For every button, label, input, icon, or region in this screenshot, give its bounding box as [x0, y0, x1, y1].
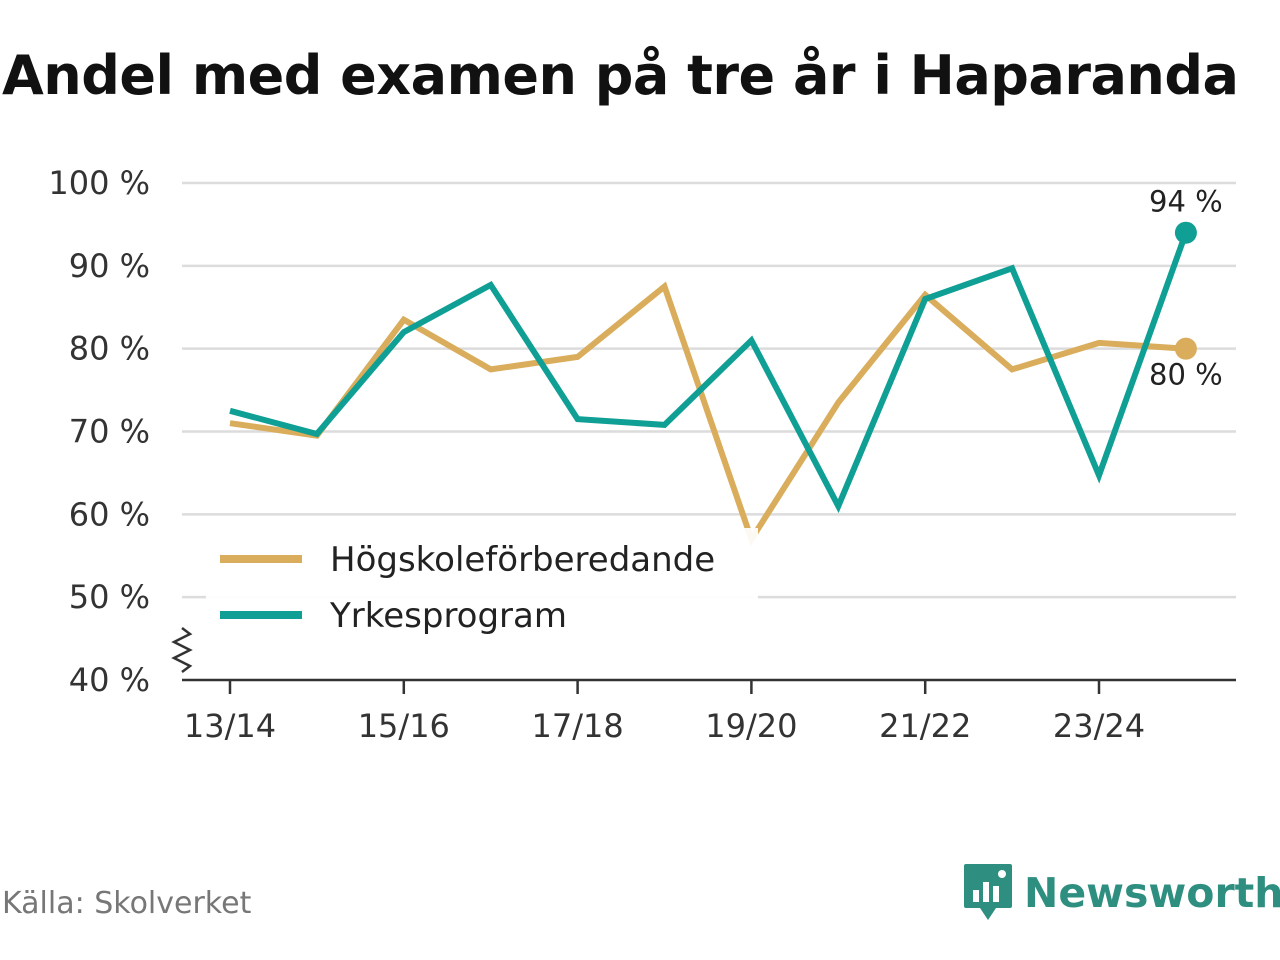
x-tick-label: 13/14 [184, 707, 276, 745]
brand-name: Newsworthy [1024, 869, 1280, 917]
axes: 40 % 50 % 60 % 70 % 80 % 90 % 100 % 13/14 15/16 1… [48, 164, 1236, 745]
x-tick-label: 17/18 [531, 707, 623, 745]
y-tick-label: 80 % [69, 330, 150, 368]
series-lines [229, 221, 1197, 547]
y-tick-label: 60 % [69, 495, 150, 533]
legend-box [206, 528, 758, 648]
end-value-label: 94 % [1149, 185, 1223, 219]
y-tick-label: 100 % [48, 164, 150, 202]
series-line-yrkesprogram [229, 231, 1189, 514]
y-tick-label: 90 % [69, 247, 150, 285]
series-end-point [1174, 221, 1197, 244]
series-line-hogskoleforberedande [229, 281, 1187, 547]
source-text: Källa: Skolverket [2, 886, 252, 921]
x-tick-label: 23/24 [1053, 707, 1145, 745]
x-tick-label: 15/16 [358, 707, 450, 745]
end-value-label: 80 % [1149, 358, 1223, 392]
x-tick-label: 19/20 [705, 707, 797, 745]
series-end-point [1174, 337, 1197, 360]
x-tick-label: 21/22 [879, 707, 971, 745]
legend-label: Högskoleförberedande [330, 540, 715, 580]
y-tick-label: 70 % [69, 413, 150, 451]
legend-label: Yrkesprogram [329, 596, 567, 636]
newsworthy-logo-icon [964, 864, 1012, 920]
y-tick-label: 40 % [69, 661, 150, 699]
brand-logo: Newsworthy [962, 862, 1280, 924]
end-labels: 80 % 94 % [1149, 185, 1223, 392]
y-axis-break-icon [171, 627, 193, 673]
chart-title: Andel med examen på tre år i Haparanda [2, 44, 1239, 107]
legend: Högskoleförberedande Yrkesprogram [206, 528, 758, 648]
y-tick-label: 50 % [69, 578, 150, 616]
